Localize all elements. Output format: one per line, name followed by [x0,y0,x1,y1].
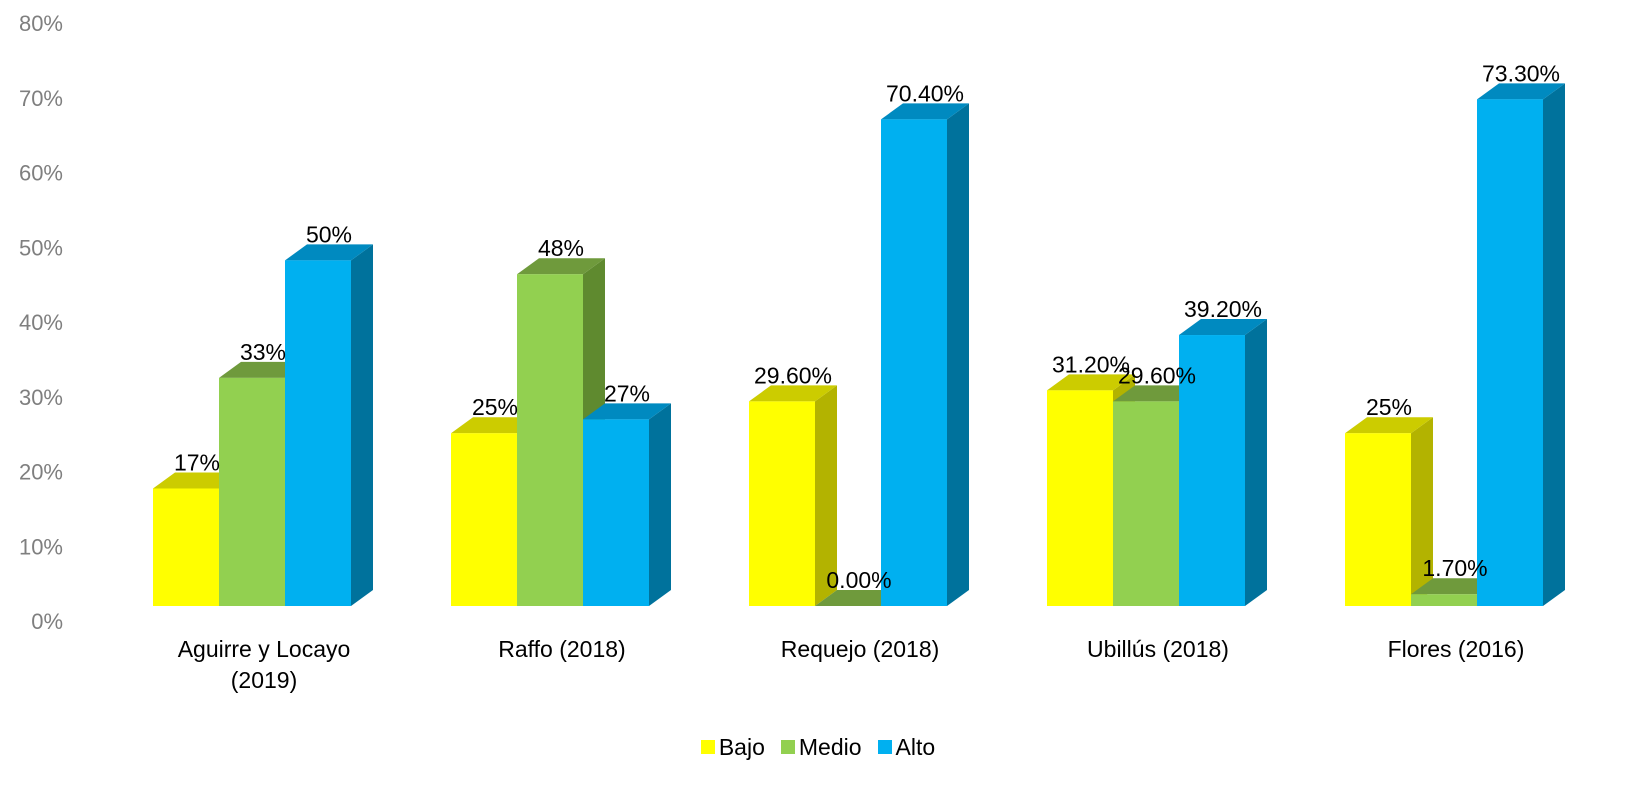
bar-front [583,419,649,606]
data-label: 31.20% [1052,351,1130,377]
bar-front [1345,433,1411,606]
legend-item-bajo: Bajo [700,733,765,761]
data-label: 17% [174,449,220,475]
data-label: 29.60% [754,362,832,388]
legend-swatch [700,740,715,754]
bar-front [219,377,285,606]
bar-bajo [1345,417,1433,606]
legend-swatch [877,740,892,754]
data-label: 73.30% [1482,60,1560,86]
legend-swatch [780,740,795,754]
data-label: 70.40% [886,80,964,106]
category-label: Flores (2016) [1388,636,1525,662]
bar-side [815,385,837,606]
bar-front [749,401,815,606]
bar-top [1477,83,1565,100]
y-tick-label: 20% [19,460,63,485]
bar-side [1245,319,1267,606]
bar-bajo [749,385,837,606]
bar-front [1113,401,1179,606]
bar-front [1047,390,1113,606]
data-label: 33% [240,339,286,365]
bar-side [947,103,969,607]
bar-side [649,403,671,606]
data-label: 0.00% [826,567,891,593]
bar-alto [1179,319,1267,606]
y-tick-label: 60% [19,161,63,186]
bars-group [153,83,1565,607]
data-label: 25% [1366,394,1412,420]
bar-front [153,488,219,606]
y-tick-label: 10% [19,534,63,559]
bar-top [881,103,969,120]
data-label: 25% [472,394,518,420]
y-tick-label: 50% [19,235,63,260]
data-label: 29.60% [1118,362,1196,388]
data-label: 50% [306,221,352,247]
bar-alto [285,244,373,606]
y-tick-label: 40% [19,310,63,335]
y-tick-label: 70% [19,86,63,111]
bar-top [285,244,373,261]
bar-front [1411,594,1477,606]
bar-side [1543,83,1565,607]
bar-front [517,274,583,606]
category-labels-group: Aguirre y Locayo (2019) Raffo (2018) Requej… [178,636,1525,693]
bar-top [749,385,837,402]
category-label: Ubillús (2018) [1087,636,1229,662]
y-tick-label: 80% [19,11,63,36]
legend-item-alto: Alto [877,733,936,761]
bar-front [881,119,947,607]
bar-side [351,244,373,606]
y-axis-ticks: 0% 10% 20% 30% 40% 50% 60% 70% 80% [19,11,63,634]
y-tick-label: 0% [31,609,63,634]
bar-front [1477,99,1543,606]
data-label: 1.70% [1422,555,1487,581]
legend-label: Alto [895,733,936,760]
bar-side [1411,417,1433,606]
legend-item-medio: Medio [780,733,862,761]
bar-alto [583,403,671,606]
legend-label: Medio [798,733,862,760]
bar-top [583,403,671,420]
bar-alto [1477,83,1565,607]
legend-label: Bajo [718,733,765,760]
category-label: Raffo (2018) [498,636,625,662]
bar-top [1345,417,1433,434]
category-label: Aguirre y Locayo (2019) [178,636,351,693]
bar-alto [881,103,969,607]
y-tick-label: 30% [19,385,63,410]
legend: Bajo Medio Alto [0,732,1636,762]
category-label: Requejo (2018) [781,636,940,662]
bar-top [517,258,605,275]
bar-front [1179,335,1245,606]
data-label: 27% [604,380,650,406]
data-label: 48% [538,235,584,261]
bar-front [451,433,517,606]
data-label: 39.20% [1184,296,1262,322]
bar-top [1047,374,1135,391]
bar-top [1179,319,1267,336]
data-labels-group: 17% 33% 50% 25% 48% 27% 29.60% 0.00% 70.40% 31.20… [174,60,1560,593]
bar-front [285,260,351,606]
